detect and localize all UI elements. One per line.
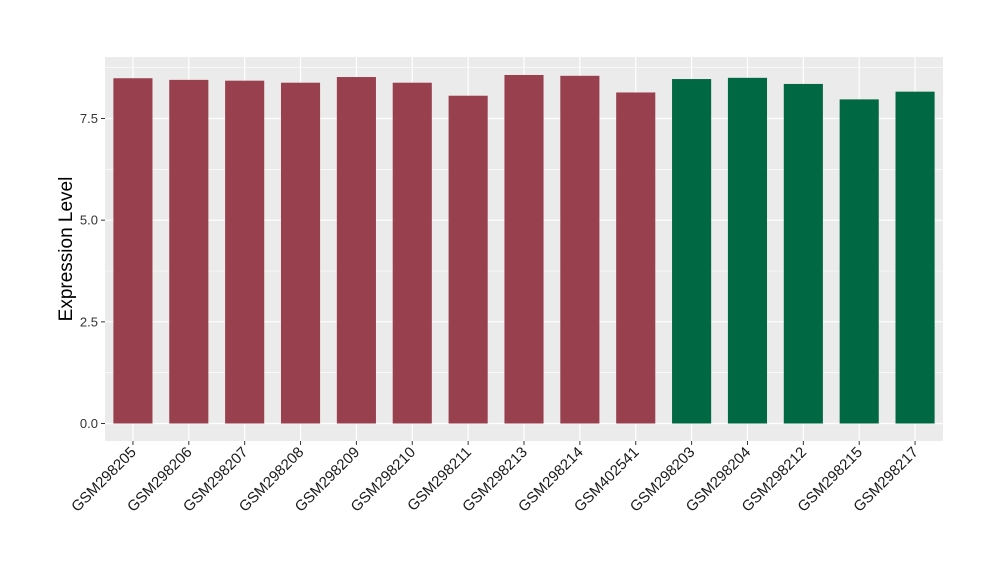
y-axis-title: Expression Level (56, 177, 77, 322)
bar-GSM402541 (616, 92, 656, 424)
bar-GSM298208 (280, 82, 321, 424)
y-tick-label: 0.0 (80, 416, 98, 431)
y-tick-label: 2.5 (80, 314, 98, 329)
bar-GSM298210 (392, 82, 432, 424)
bar-GSM298206 (169, 79, 209, 424)
bar-GSM298212 (783, 83, 823, 424)
y-axis: 0.0 2.5 5.0 7.5 (80, 111, 105, 431)
bar-GSM298203 (672, 79, 712, 424)
bar-GSM298217 (895, 91, 935, 424)
bar-GSM298205 (113, 78, 153, 424)
bar-GSM298213 (504, 74, 544, 424)
bars-group (113, 74, 935, 424)
bar-GSM298211 (448, 95, 488, 424)
bar-GSM298215 (839, 99, 879, 424)
x-axis: GSM298205GSM298206GSM298207GSM298208GSM2… (68, 441, 922, 515)
bar-GSM298204 (727, 77, 768, 424)
y-tick-label: 7.5 (80, 111, 98, 126)
bar-GSM298209 (336, 77, 376, 424)
bar-GSM298214 (560, 75, 600, 424)
y-tick-label: 5.0 (80, 213, 98, 228)
bar-GSM298207 (225, 80, 265, 424)
